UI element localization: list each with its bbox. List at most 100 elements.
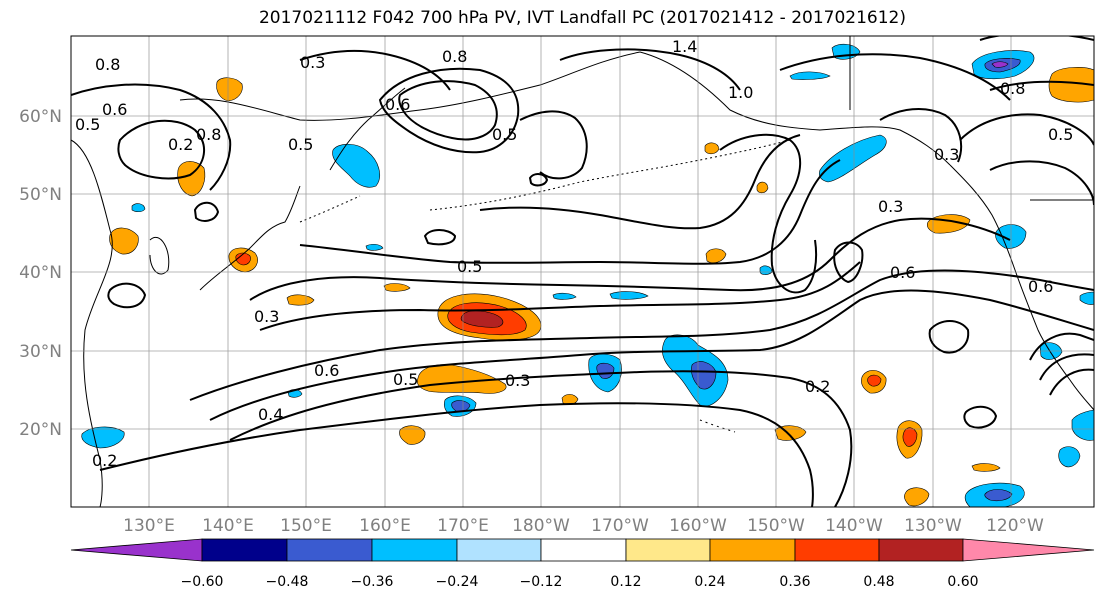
contour-small-loop-2 (528, 173, 549, 187)
coast-kurils (299, 195, 361, 223)
coast-north-america (949, 164, 1094, 411)
lon-label: 140°W (825, 516, 883, 536)
map-plot-area: 0.8 0.3 0.8 0.5 0.6 0.6 0.5 0.5 0.8 0.3 … (71, 36, 1094, 507)
anomaly-negative-sw-corner (81, 426, 125, 449)
lon-label: 140°E (202, 516, 254, 536)
colorbar-seg (201, 538, 288, 562)
coast-kamchatka (329, 87, 406, 171)
contour-label: 0.6 (102, 100, 127, 119)
plot-frame (70, 35, 1095, 508)
colorbar-seg (878, 538, 964, 562)
contour-label: 0.2 (805, 377, 830, 396)
contour-east-2 (989, 160, 1094, 206)
coast-korea (149, 237, 170, 275)
colorbar-ticks: −0.60 −0.48 −0.36 −0.24 −0.12 0.12 0.24 … (181, 574, 979, 590)
colorbar-seg (70, 538, 203, 562)
contour-label: 0.6 (1028, 277, 1053, 296)
colorbar (70, 538, 1095, 562)
anomaly-negative-small-6 (131, 203, 146, 213)
contour-label: 0.3 (878, 197, 903, 216)
longitude-labels: 130°E 140°E 150°E 160°E 170°E 180°W 170°… (123, 516, 1044, 536)
contour-east-1 (879, 108, 963, 163)
contour-label: 0.3 (254, 307, 279, 326)
anomaly-negative-small-1 (552, 292, 577, 300)
colorbar-seg (962, 538, 1095, 562)
contour-label: 0.4 (258, 405, 283, 424)
anomaly-positive-small-7 (704, 142, 720, 155)
anomaly-negative-small-5 (789, 71, 831, 80)
anomaly-negative-japan-n (332, 143, 380, 188)
contour-se-ring-2 (1039, 353, 1094, 381)
colorbar-seg (286, 538, 373, 562)
contour-label: 0.2 (92, 451, 117, 470)
colorbar-tick-label: 0.24 (694, 574, 725, 590)
anomaly-positive-small-6 (756, 181, 769, 194)
contour-north-9 (779, 53, 1011, 101)
colorbar-tick-label: −0.48 (266, 574, 309, 590)
contour-label: 0.6 (890, 263, 915, 282)
anomaly-positive-e6 (1048, 67, 1094, 103)
contour-label: 0.5 (1048, 125, 1073, 144)
anomaly-positive-small-1 (286, 294, 315, 306)
contour-label: 0.6 (314, 361, 339, 380)
colorbar-tick-label: 0.60 (947, 574, 978, 590)
contour-label: 0.8 (95, 55, 120, 74)
lat-label-60n: 60°N (19, 107, 62, 127)
anomaly-positive-small-5 (971, 463, 1001, 472)
contour-north-1 (71, 83, 232, 191)
contour-label: 0.2 (168, 135, 193, 154)
contour-north-3 (398, 80, 498, 141)
lat-label-30n: 30°N (19, 342, 62, 362)
contour-label: 0.3 (934, 145, 959, 164)
contour-label: 0.3 (505, 371, 530, 390)
contour-small-loop-5 (193, 201, 220, 222)
contour-subtropical-4 (99, 402, 814, 507)
contour-mid-3 (299, 159, 841, 265)
lon-label: 170°E (437, 516, 489, 536)
colorbar-seg (794, 538, 880, 562)
contour-label: 0.8 (442, 47, 467, 66)
coast-japan (199, 185, 301, 291)
anomaly-positive-nw (177, 161, 206, 197)
anomaly-negative-far-e (1071, 409, 1094, 441)
pv-contours (71, 36, 1094, 507)
contour-label: 0.5 (457, 257, 482, 276)
anomaly-positive-small-8 (383, 283, 411, 292)
contour-north-10 (959, 113, 1094, 146)
anomaly-positive-w-japan-core (235, 252, 251, 266)
coastlines (71, 36, 1094, 507)
anomaly-positive-e5 (904, 487, 930, 507)
colorbar-tick-label: 0.36 (779, 574, 810, 590)
contour-small-loop-4 (107, 282, 147, 309)
contour-subtropical-1 (209, 289, 1094, 421)
anomaly-positive-e2-core (902, 427, 918, 447)
colorbar-seg (709, 538, 796, 562)
anomaly-positive-small-2 (399, 425, 426, 445)
contour-label: 0.5 (288, 135, 313, 154)
lat-label-20n: 20°N (19, 420, 62, 440)
contour-north-8 (719, 133, 818, 294)
anomaly-negative-small-2 (609, 291, 649, 300)
contour-labels: 0.8 0.3 0.8 0.5 0.6 0.6 0.5 0.5 0.8 0.3 … (75, 37, 1073, 470)
lon-label: 160°W (669, 516, 727, 536)
contour-label: 0.5 (393, 370, 418, 389)
contour-ne-ring-2 (989, 80, 1094, 91)
contour-label: 0.8 (196, 125, 221, 144)
contour-se-ring-3 (1049, 368, 1094, 396)
contour-label: 0.3 (300, 53, 325, 72)
anomaly-negative-se-core (984, 489, 1013, 502)
colorbar-seg (456, 538, 542, 562)
contour-small-loop-1 (423, 229, 457, 246)
anomaly-negative-ne-peak (991, 61, 1009, 68)
contour-small-loop-7 (963, 405, 998, 429)
colorbar-tick-label: −0.12 (520, 574, 563, 590)
contour-label: 0.6 (385, 95, 410, 114)
contour-small-loop-6 (928, 320, 970, 354)
map-title: 2017021112 F042 700 hPa PV, IVT Landfall… (258, 8, 906, 28)
contour-label: 1.4 (672, 37, 697, 56)
contour-north-7 (559, 48, 741, 91)
anomaly-positive-small-3 (705, 248, 727, 264)
coast-alaska (639, 51, 951, 166)
colorbar-tick-label: −0.60 (181, 574, 224, 590)
lat-label-50n: 50°N (19, 185, 62, 205)
